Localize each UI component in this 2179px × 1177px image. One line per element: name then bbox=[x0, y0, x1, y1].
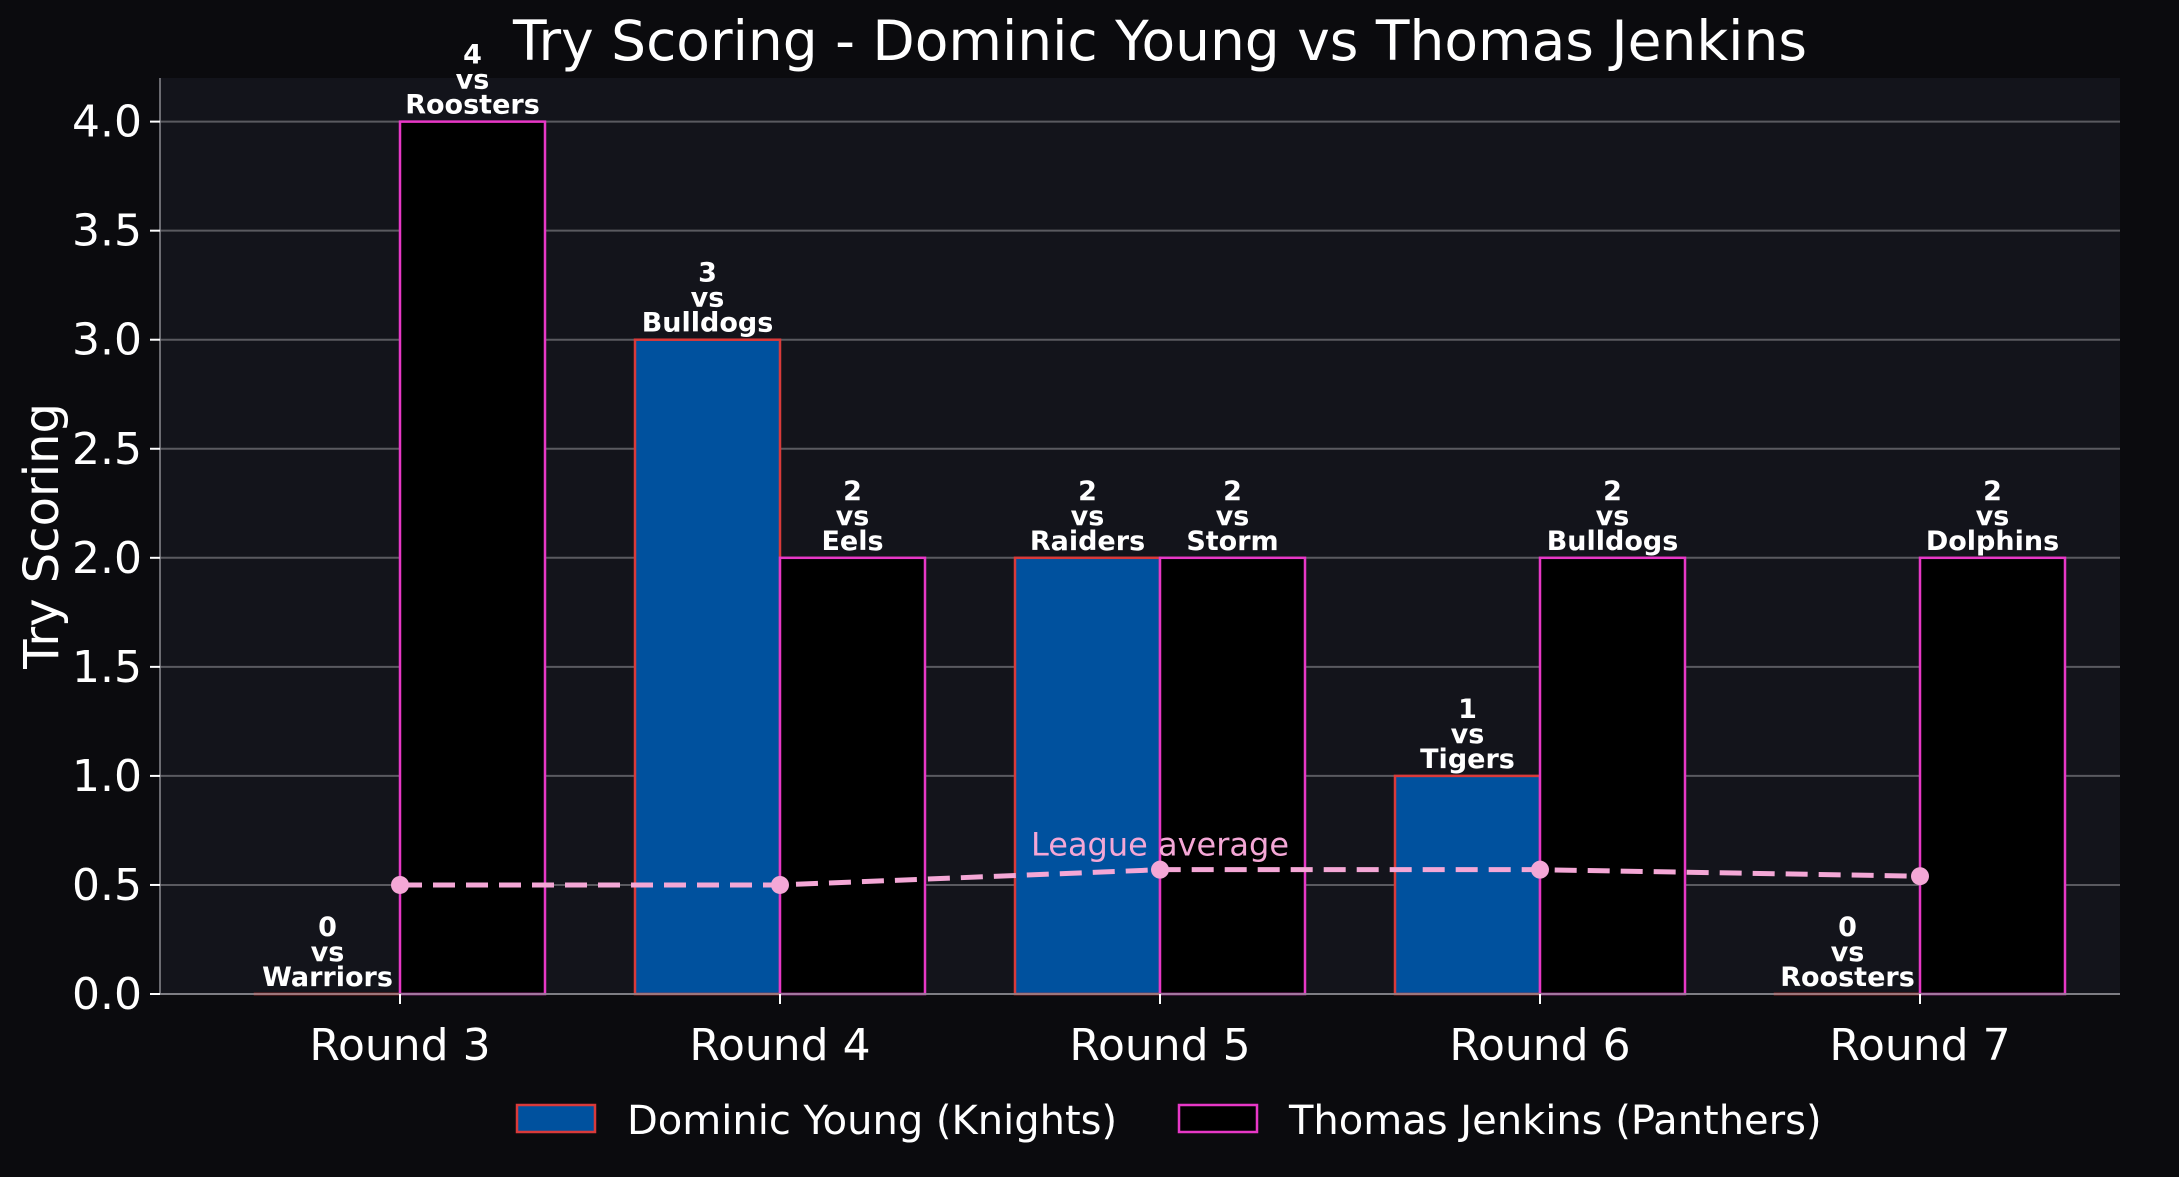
bar-data-label: vs bbox=[1976, 501, 2010, 532]
league-average-point bbox=[771, 875, 789, 894]
bar-thomas-jenkins bbox=[398, 120, 547, 996]
bar-data-label: Eels bbox=[821, 526, 883, 557]
y-tick-label: 3.5 bbox=[72, 206, 142, 257]
bar-data-label: vs bbox=[1216, 501, 1250, 532]
bar-thomas-jenkins bbox=[1918, 556, 2067, 996]
bar-data-label: 1 bbox=[1458, 694, 1477, 725]
y-tick-label: 1.0 bbox=[72, 751, 142, 802]
legend[interactable]: Dominic Young (Knights) Thomas Jenkins (P… bbox=[515, 1098, 1822, 1144]
bar-data-label: vs bbox=[311, 937, 345, 968]
bar-data-label: Warriors bbox=[262, 962, 393, 993]
y-tick-label: 4.0 bbox=[72, 97, 142, 148]
x-tick-label: Round 3 bbox=[309, 1020, 490, 1071]
x-tick-label: Round 6 bbox=[1449, 1020, 1630, 1071]
bar-dominic-young bbox=[1013, 556, 1162, 996]
bar-data-label: Roosters bbox=[1780, 962, 1915, 993]
y-tick-label: 2.0 bbox=[72, 533, 142, 584]
chart-title: Try Scoring - Dominic Young vs Thomas Je… bbox=[512, 9, 1807, 73]
legend-swatch-dominic-young bbox=[515, 1103, 597, 1134]
bar-data-label: Bulldogs bbox=[642, 308, 774, 339]
league-average-point bbox=[1531, 860, 1549, 879]
bar-data-label: vs bbox=[1451, 719, 1485, 750]
bar-thomas-jenkins bbox=[1158, 556, 1307, 996]
bar-data-label: Storm bbox=[1186, 526, 1278, 557]
axes: 0.0 0.5 1.0 1.5 2.0 2.5 3.0 3.5 4.0 Round 3 Round … bbox=[72, 78, 2120, 1071]
y-axis-label: Try Scoring bbox=[14, 403, 70, 670]
bar-dominic-young bbox=[633, 338, 782, 996]
bar-data-label: 2 bbox=[843, 476, 862, 507]
bar-data-label: 2 bbox=[1078, 476, 1097, 507]
league-average-point bbox=[1911, 867, 1929, 886]
bar-data-label: vs bbox=[1596, 501, 1630, 532]
legend-label-thomas-jenkins: Thomas Jenkins (Panthers) bbox=[1288, 1098, 1822, 1144]
y-tick-label: 1.5 bbox=[72, 642, 142, 693]
bar-data-label: 2 bbox=[1983, 476, 2002, 507]
bar-data-label: vs bbox=[836, 501, 870, 532]
bar-data-label: 2 bbox=[1223, 476, 1242, 507]
bar-data-label: 2 bbox=[1603, 476, 1622, 507]
bar-data-label: vs bbox=[691, 283, 725, 314]
bar-data-label: 4 bbox=[463, 40, 482, 71]
bar-data-label: vs bbox=[1071, 501, 1105, 532]
bar-data-label: Dolphins bbox=[1926, 526, 2059, 557]
bar-thomas-jenkins bbox=[1538, 556, 1687, 996]
league-average-line: League average bbox=[391, 826, 1929, 894]
y-tick-label: 2.5 bbox=[72, 424, 142, 475]
bar-data-label: 3 bbox=[698, 258, 717, 289]
bar-data-label: vs bbox=[456, 65, 490, 96]
x-tick-label: Round 5 bbox=[1069, 1020, 1250, 1071]
x-tick-label: Round 7 bbox=[1829, 1020, 2010, 1071]
league-average-point bbox=[1151, 860, 1169, 879]
bar-data-label: Bulldogs bbox=[1547, 526, 1679, 557]
league-average-label: League average bbox=[1031, 826, 1289, 864]
bar-labels: 0vsWarriors3vsBulldogs2vsRaiders1vsTiger… bbox=[262, 40, 2059, 993]
x-tick-label: Round 4 bbox=[689, 1020, 870, 1071]
y-tick-label: 3.0 bbox=[72, 315, 142, 366]
bar-data-label: 0 bbox=[1838, 912, 1857, 943]
bar-data-label: Roosters bbox=[405, 90, 540, 121]
y-tick-label: 0.0 bbox=[72, 969, 142, 1020]
y-tick-label: 0.5 bbox=[72, 860, 142, 911]
bar-dominic-young bbox=[1393, 774, 1542, 996]
legend-label-dominic-young: Dominic Young (Knights) bbox=[627, 1098, 1117, 1144]
bar-data-label: Raiders bbox=[1030, 526, 1145, 557]
bars bbox=[253, 120, 2067, 996]
bar-data-label: vs bbox=[1831, 937, 1865, 968]
legend-swatch-thomas-jenkins bbox=[1177, 1103, 1259, 1134]
league-average-point bbox=[391, 875, 409, 894]
bar-data-label: 0 bbox=[318, 912, 337, 943]
bar-data-label: Tigers bbox=[1420, 744, 1515, 775]
bar-thomas-jenkins bbox=[778, 556, 927, 996]
